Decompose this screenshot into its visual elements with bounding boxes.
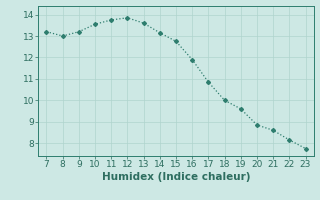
X-axis label: Humidex (Indice chaleur): Humidex (Indice chaleur) [102,172,250,182]
